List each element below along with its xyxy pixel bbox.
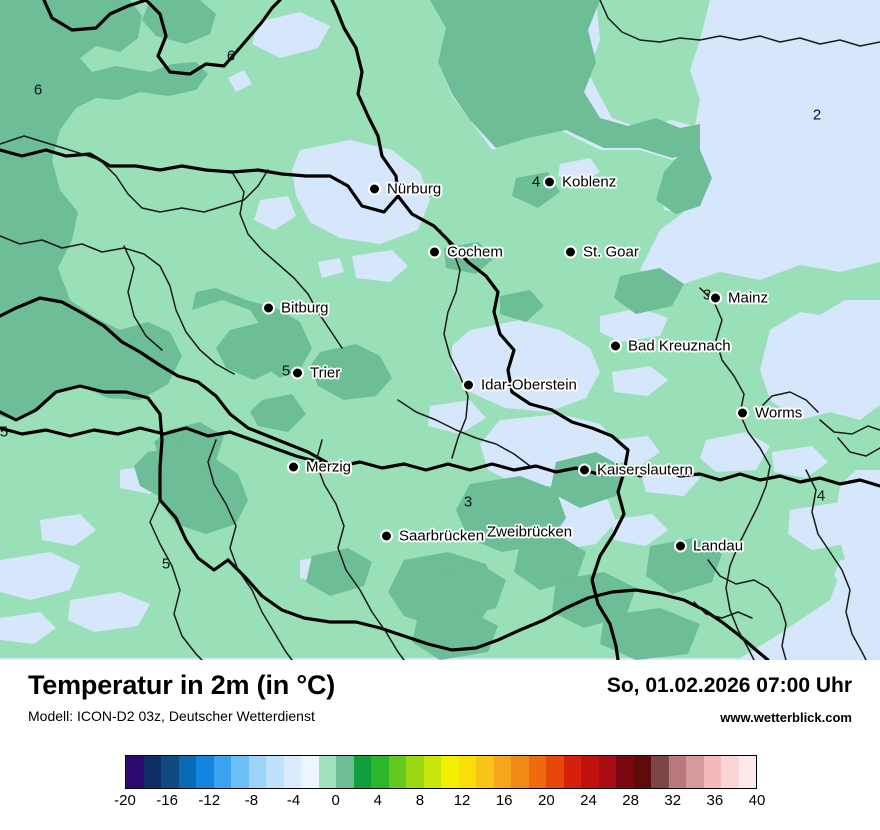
colorbar-swatch <box>213 756 231 788</box>
colorbar-swatch <box>528 756 546 788</box>
colorbar-tick-labels: -20 -16 -12 -8 -4 0 4 8 12 16 20 24 28 32 36 40 <box>0 792 880 816</box>
colorbar-swatch <box>476 756 494 788</box>
website-label: www.wetterblick.com <box>720 710 852 725</box>
legend-footer: Temperatur in 2m (in °C) Modell: ICON-D2… <box>0 660 880 830</box>
colorbar-swatch <box>248 756 266 788</box>
colorbar-swatch <box>738 756 756 788</box>
colorbar-tick: 0 <box>331 792 340 809</box>
forecast-datetime: So, 01.02.2026 07:00 Uhr <box>606 674 852 697</box>
colorbar-swatch <box>511 756 529 788</box>
colorbar-tick: -16 <box>156 792 178 809</box>
colorbar-swatch <box>563 756 581 788</box>
colorbar-swatch <box>318 756 336 788</box>
colorbar-swatch <box>546 756 564 788</box>
colorbar-tick: 24 <box>580 792 597 809</box>
colorbar-tick: 28 <box>622 792 639 809</box>
colorbar-swatch <box>283 756 301 788</box>
colorbar-swatch <box>266 756 284 788</box>
colorbar-tick: -8 <box>244 792 259 809</box>
district-borders <box>0 0 880 660</box>
colorbar-swatch <box>423 756 441 788</box>
colorbar-swatch <box>598 756 616 788</box>
page-title: Temperatur in 2m (in °C) <box>28 670 336 700</box>
temperature-map[interactable]: 6 6 2 4 3 5 5 4 3 5 Nürburg Koblenz Coch… <box>0 0 880 662</box>
colorbar-tick: 4 <box>373 792 382 809</box>
colorbar-swatch <box>668 756 686 788</box>
colorbar-swatch <box>493 756 511 788</box>
colorbar-swatch <box>126 756 144 788</box>
colorbar-swatch <box>651 756 669 788</box>
colorbar-tick: 12 <box>453 792 471 809</box>
colorbar-swatch <box>161 756 179 788</box>
colorbar-swatch <box>703 756 721 788</box>
colorbar-swatch <box>458 756 476 788</box>
colorbar-swatch <box>143 756 161 788</box>
colorbar-swatch <box>196 756 214 788</box>
colorbar-swatch <box>371 756 389 788</box>
colorbar-swatch <box>581 756 599 788</box>
colorbar-swatch <box>388 756 406 788</box>
colorbar-swatch <box>616 756 634 788</box>
colorbar-tick: -4 <box>286 792 301 809</box>
colorbar-tick: 32 <box>664 792 682 809</box>
colorbar-swatch <box>301 756 319 788</box>
colorbar-swatch <box>231 756 249 788</box>
colorbar-tick: -12 <box>198 792 221 809</box>
colorbar-swatch <box>353 756 371 788</box>
colorbar-tick: 40 <box>748 792 766 809</box>
colorbar-tick: 20 <box>537 792 555 809</box>
colorbar-tick: 8 <box>415 792 425 809</box>
map-canvas <box>0 0 880 660</box>
temperature-colorbar[interactable] <box>125 755 757 789</box>
colorbar-swatch <box>721 756 739 788</box>
colorbar-tick: 16 <box>495 792 513 809</box>
band-6-8 <box>0 0 722 660</box>
colorbar-swatch <box>633 756 651 788</box>
model-subtitle: Modell: ICON-D2 03z, Deutscher Wetterdie… <box>28 708 315 724</box>
colorbar-tick: -20 <box>114 792 136 809</box>
colorbar-swatch <box>336 756 354 788</box>
cold-pockets-2-4 <box>0 12 880 644</box>
colorbar-tick: 36 <box>706 792 724 809</box>
colorbar-swatch <box>441 756 459 788</box>
colorbar-swatch <box>178 756 196 788</box>
colorbar-swatch <box>406 756 424 788</box>
colorbar-swatch <box>686 756 704 788</box>
